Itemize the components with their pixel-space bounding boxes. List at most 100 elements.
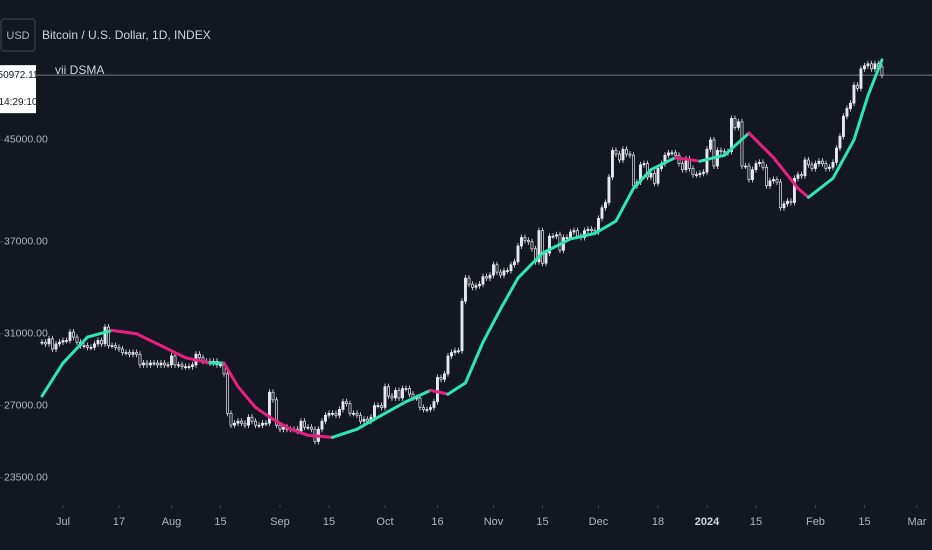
candle bbox=[810, 164, 814, 169]
currency: USD bbox=[6, 30, 29, 42]
candle bbox=[282, 426, 285, 430]
candle bbox=[478, 283, 481, 287]
candle bbox=[471, 283, 474, 288]
candle bbox=[75, 336, 79, 343]
candle bbox=[607, 176, 611, 203]
candle bbox=[828, 166, 831, 169]
candle bbox=[544, 252, 548, 264]
indicator-line bbox=[540, 237, 572, 255]
candle bbox=[180, 364, 184, 367]
indicator-line bbox=[673, 156, 702, 163]
candle bbox=[670, 152, 674, 155]
candle bbox=[460, 300, 464, 352]
candle bbox=[740, 121, 744, 167]
candle bbox=[873, 63, 877, 70]
candle bbox=[184, 366, 187, 368]
indicator-line bbox=[568, 231, 597, 241]
candle bbox=[758, 162, 761, 164]
candle bbox=[261, 422, 264, 426]
candle bbox=[859, 68, 863, 89]
indicator-line bbox=[698, 153, 726, 163]
candle bbox=[436, 377, 439, 403]
currency-box[interactable] bbox=[0, 18, 36, 52]
candle bbox=[880, 66, 884, 76]
candle bbox=[632, 154, 635, 187]
candle bbox=[488, 274, 492, 279]
candle bbox=[82, 345, 86, 347]
candle bbox=[457, 350, 460, 353]
candle bbox=[586, 228, 590, 231]
candle bbox=[614, 150, 618, 155]
candle bbox=[429, 407, 432, 410]
candle bbox=[446, 355, 450, 375]
indicator-line bbox=[236, 385, 257, 409]
candle bbox=[366, 418, 369, 422]
indicator-line bbox=[222, 361, 240, 389]
candle bbox=[842, 115, 845, 137]
candle bbox=[691, 168, 695, 175]
candle bbox=[345, 401, 348, 404]
candle bbox=[821, 160, 824, 164]
candle bbox=[824, 163, 828, 169]
candle bbox=[789, 200, 793, 203]
candle bbox=[642, 163, 646, 166]
indicator-line bbox=[134, 332, 163, 348]
candle bbox=[173, 355, 177, 366]
candle bbox=[334, 412, 338, 416]
candle bbox=[355, 412, 359, 416]
candle bbox=[551, 235, 555, 238]
candle bbox=[166, 364, 170, 367]
indicator-line bbox=[498, 276, 520, 311]
indicator-line bbox=[852, 94, 870, 142]
candle bbox=[621, 148, 625, 161]
candle bbox=[93, 343, 96, 348]
candle bbox=[86, 345, 89, 348]
candle bbox=[107, 326, 110, 346]
candle bbox=[628, 153, 632, 156]
candle bbox=[338, 409, 341, 416]
indicator-line bbox=[330, 427, 359, 439]
candle bbox=[58, 341, 61, 345]
candle bbox=[100, 340, 103, 345]
candle bbox=[649, 173, 653, 178]
candle bbox=[800, 174, 803, 177]
candle bbox=[450, 352, 453, 357]
candle bbox=[604, 202, 607, 209]
candle bbox=[331, 412, 334, 415]
candle bbox=[306, 426, 310, 429]
candle bbox=[852, 84, 856, 104]
x-tick-label: Mar bbox=[907, 516, 926, 528]
candle bbox=[394, 390, 397, 399]
y-tick-label: 37000.00 bbox=[4, 236, 48, 248]
candle bbox=[390, 395, 394, 399]
candle bbox=[782, 203, 786, 209]
indicator-line bbox=[306, 433, 334, 439]
candle bbox=[779, 181, 782, 209]
indicator-line bbox=[183, 356, 212, 365]
candle bbox=[117, 346, 121, 350]
x-tick-label: Nov bbox=[484, 516, 504, 528]
candle bbox=[492, 264, 495, 276]
candle bbox=[467, 277, 471, 285]
candle bbox=[247, 416, 250, 426]
candle bbox=[418, 397, 422, 408]
candle bbox=[572, 230, 576, 233]
candle bbox=[61, 340, 65, 343]
chart-title: Bitcoin / U.S. Dollar, 1D, INDEX bbox=[42, 28, 211, 42]
candle bbox=[348, 403, 352, 414]
indicator-name: vii DSMA bbox=[55, 63, 104, 77]
candle bbox=[439, 377, 443, 380]
indicator-line bbox=[747, 131, 775, 160]
candle bbox=[576, 230, 579, 237]
candle bbox=[765, 166, 768, 187]
candle bbox=[250, 416, 254, 422]
candle bbox=[275, 399, 278, 426]
candle bbox=[110, 345, 114, 347]
candle bbox=[114, 345, 117, 348]
indicator-line bbox=[866, 58, 884, 98]
price-time: 14:29:10 bbox=[0, 97, 38, 108]
candle bbox=[796, 174, 800, 179]
candle bbox=[401, 388, 404, 399]
candle bbox=[103, 326, 107, 345]
